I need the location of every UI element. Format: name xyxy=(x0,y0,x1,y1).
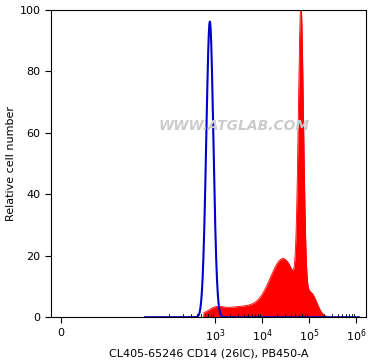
Y-axis label: Relative cell number: Relative cell number xyxy=(6,106,16,221)
X-axis label: CL405-65246 CD14 (26IC), PB450-A: CL405-65246 CD14 (26IC), PB450-A xyxy=(109,348,308,359)
Text: WWW.ATGLAB.COM: WWW.ATGLAB.COM xyxy=(158,119,309,134)
